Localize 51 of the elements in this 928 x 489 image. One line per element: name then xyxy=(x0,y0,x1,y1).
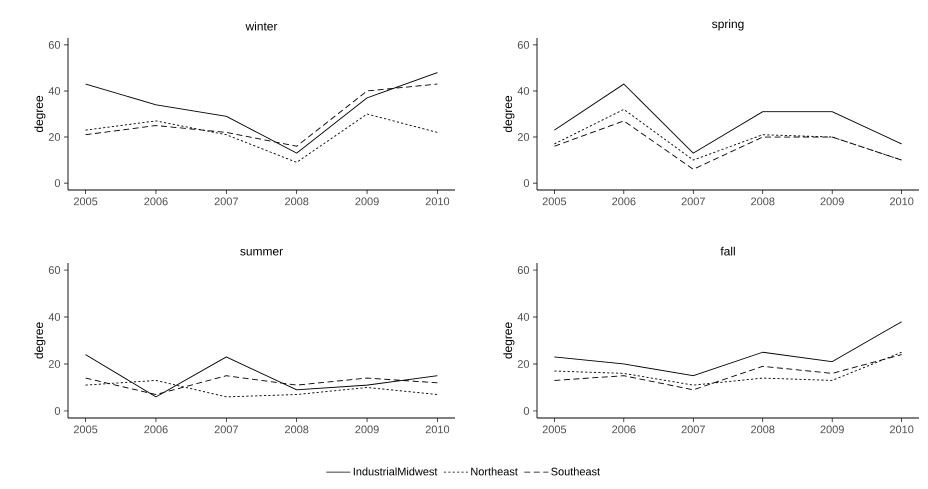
x-tick-label: 2007 xyxy=(682,426,705,434)
x-tick-label: 2007 xyxy=(214,426,238,434)
y-tick-label: 60 xyxy=(518,41,530,49)
y-tick-label: 60 xyxy=(48,266,60,274)
y-axis-title: degree xyxy=(503,322,514,359)
x-tick-label: 2007 xyxy=(214,198,238,206)
legend-label: IndustrialMidwest xyxy=(354,467,438,476)
x-tick-label: 2008 xyxy=(751,426,774,434)
x-tick-label: 2008 xyxy=(751,198,774,206)
x-tick-label: 2008 xyxy=(285,426,308,434)
x-tick-label: 2005 xyxy=(74,198,98,206)
x-tick-label: 2010 xyxy=(890,426,914,434)
x-tick-label: 2005 xyxy=(542,426,566,434)
y-tick-label: 20 xyxy=(518,360,530,368)
x-tick-label: 2005 xyxy=(74,426,98,434)
x-tick-label: 2009 xyxy=(355,198,379,206)
y-tick-label: 40 xyxy=(48,313,60,321)
x-tick-label: 2009 xyxy=(820,198,844,206)
y-tick-label: 0 xyxy=(524,179,530,187)
x-tick-label: 2010 xyxy=(426,426,450,434)
x-tick-label: 2010 xyxy=(890,198,914,206)
y-tick-label: 0 xyxy=(54,407,60,415)
y-tick-label: 20 xyxy=(518,133,530,141)
x-tick-label: 2006 xyxy=(144,426,168,434)
y-tick-label: 40 xyxy=(518,87,530,95)
y-tick-label: 20 xyxy=(48,133,60,141)
y-tick-label: 60 xyxy=(48,41,60,49)
x-tick-label: 2006 xyxy=(144,198,168,206)
y-tick-label: 0 xyxy=(524,407,530,415)
chart-title: spring xyxy=(712,19,744,31)
y-axis-title: degree xyxy=(34,322,46,359)
y-tick-label: 60 xyxy=(518,266,530,274)
y-tick-label: 40 xyxy=(518,313,530,321)
x-tick-label: 2005 xyxy=(542,198,566,206)
x-tick-label: 2010 xyxy=(426,198,450,206)
chart-title: winter xyxy=(246,22,278,30)
chart-title: summer xyxy=(240,248,283,256)
x-tick-label: 2009 xyxy=(355,426,379,434)
x-tick-label: 2006 xyxy=(612,198,636,206)
x-tick-label: 2008 xyxy=(285,198,308,206)
x-tick-label: 2009 xyxy=(820,426,844,434)
y-tick-label: 0 xyxy=(54,179,60,187)
x-tick-label: 2007 xyxy=(682,198,705,206)
chart-title: fall xyxy=(720,246,735,256)
y-tick-label: 40 xyxy=(48,87,60,95)
x-tick-label: 2006 xyxy=(612,426,636,434)
legend-label: Southeast xyxy=(551,467,600,476)
y-axis-title: degree xyxy=(503,96,514,132)
legend-label: Northeast xyxy=(471,467,518,476)
y-tick-label: 20 xyxy=(48,360,60,368)
y-axis-title: degree xyxy=(34,96,46,132)
